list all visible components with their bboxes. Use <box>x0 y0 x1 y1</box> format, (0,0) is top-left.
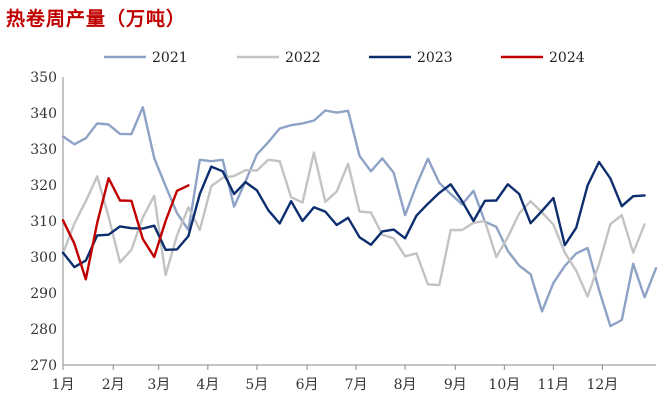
x-tick-label: 6月 <box>296 377 319 393</box>
y-tick-label: 320 <box>30 178 57 194</box>
series-line-2021 <box>61 105 658 328</box>
y-tick-label: 300 <box>30 250 57 266</box>
legend-label-2021: 2021 <box>152 50 188 66</box>
x-tick-label: 8月 <box>394 377 417 393</box>
x-tick-label: 10月 <box>488 377 520 393</box>
y-axis: 270 280 290 300 310 320 330 340 350 <box>30 70 64 374</box>
chart-title: 热卷周产量（万吨） <box>6 8 187 30</box>
x-tick-label: 11月 <box>537 377 569 393</box>
y-tick-label: 270 <box>30 358 57 374</box>
x-tick-label: 5月 <box>245 377 268 393</box>
y-tick-label: 290 <box>30 286 57 302</box>
x-axis: 1月 2月 3月 4月 5月 6月 7月 8月 9月 10月 11月 12月 <box>52 364 656 393</box>
plot-area <box>61 105 658 328</box>
x-tick-label: 1月 <box>52 377 75 393</box>
legend-label-2023: 2023 <box>417 50 453 66</box>
legend-label-2022: 2022 <box>285 50 321 66</box>
x-tick-label: 3月 <box>147 377 170 393</box>
x-tick-label: 12月 <box>586 377 618 393</box>
x-tick-label: 2月 <box>102 377 125 393</box>
y-tick-label: 330 <box>30 142 57 158</box>
legend-label-2024: 2024 <box>549 50 585 66</box>
x-tick-label: 4月 <box>196 377 219 393</box>
x-tick-label: 9月 <box>444 377 467 393</box>
y-tick-label: 280 <box>30 322 57 338</box>
y-tick-label: 350 <box>30 70 57 86</box>
x-tick-label: 7月 <box>345 377 368 393</box>
legend: 2021 2022 2023 2024 <box>104 50 585 66</box>
series-line-2024 <box>61 176 190 281</box>
y-tick-label: 340 <box>30 106 57 122</box>
y-tick-label: 310 <box>30 214 57 230</box>
